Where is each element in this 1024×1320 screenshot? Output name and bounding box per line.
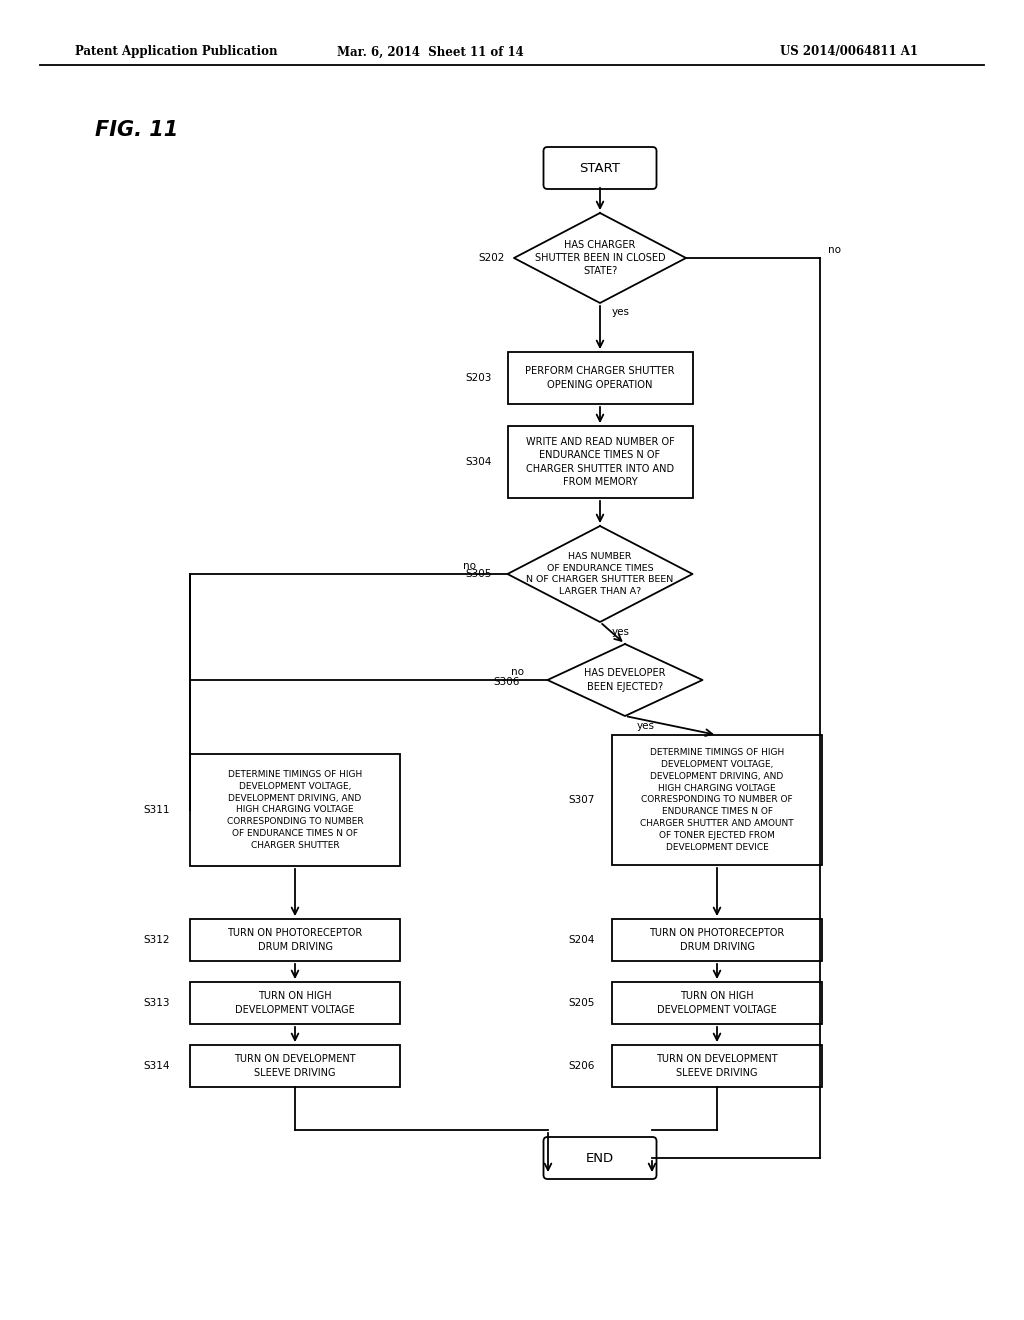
Text: S312: S312 xyxy=(143,935,170,945)
Text: S314: S314 xyxy=(143,1061,170,1071)
Text: S304: S304 xyxy=(466,457,492,467)
Text: yes: yes xyxy=(612,627,630,638)
Text: S306: S306 xyxy=(494,677,520,686)
Bar xyxy=(508,426,692,498)
Text: S311: S311 xyxy=(143,805,170,814)
Bar xyxy=(612,1045,822,1086)
Text: S202: S202 xyxy=(478,253,505,263)
Text: HAS DEVELOPER
BEEN EJECTED?: HAS DEVELOPER BEEN EJECTED? xyxy=(585,668,666,692)
Text: TURN ON DEVELOPMENT
SLEEVE DRIVING: TURN ON DEVELOPMENT SLEEVE DRIVING xyxy=(656,1055,778,1077)
Text: DETERMINE TIMINGS OF HIGH
DEVELOPMENT VOLTAGE,
DEVELOPMENT DRIVING, AND
HIGH CHA: DETERMINE TIMINGS OF HIGH DEVELOPMENT VO… xyxy=(640,748,794,851)
Text: TURN ON PHOTORECEPTOR
DRUM DRIVING: TURN ON PHOTORECEPTOR DRUM DRIVING xyxy=(649,928,784,952)
Text: Mar. 6, 2014  Sheet 11 of 14: Mar. 6, 2014 Sheet 11 of 14 xyxy=(337,45,523,58)
FancyBboxPatch shape xyxy=(544,147,656,189)
Bar xyxy=(190,982,400,1024)
Text: FIG. 11: FIG. 11 xyxy=(95,120,178,140)
Text: no: no xyxy=(464,561,476,572)
Text: DETERMINE TIMINGS OF HIGH
DEVELOPMENT VOLTAGE,
DEVELOPMENT DRIVING, AND
HIGH CHA: DETERMINE TIMINGS OF HIGH DEVELOPMENT VO… xyxy=(226,770,364,850)
Text: TURN ON PHOTORECEPTOR
DRUM DRIVING: TURN ON PHOTORECEPTOR DRUM DRIVING xyxy=(227,928,362,952)
Text: yes: yes xyxy=(612,308,630,317)
Text: HAS NUMBER
OF ENDURANCE TIMES
N OF CHARGER SHUTTER BEEN
LARGER THAN A?: HAS NUMBER OF ENDURANCE TIMES N OF CHARG… xyxy=(526,552,674,597)
Text: TURN ON DEVELOPMENT
SLEEVE DRIVING: TURN ON DEVELOPMENT SLEEVE DRIVING xyxy=(234,1055,355,1077)
Text: US 2014/0064811 A1: US 2014/0064811 A1 xyxy=(780,45,918,58)
Text: no: no xyxy=(828,246,841,255)
Bar xyxy=(612,919,822,961)
Text: PERFORM CHARGER SHUTTER
OPENING OPERATION: PERFORM CHARGER SHUTTER OPENING OPERATIO… xyxy=(525,367,675,389)
Text: TURN ON HIGH
DEVELOPMENT VOLTAGE: TURN ON HIGH DEVELOPMENT VOLTAGE xyxy=(236,991,355,1015)
Bar xyxy=(190,754,400,866)
Polygon shape xyxy=(548,644,702,715)
Text: S305: S305 xyxy=(466,569,492,579)
Text: END: END xyxy=(586,1151,614,1164)
Bar xyxy=(508,352,692,404)
Text: yes: yes xyxy=(637,721,655,731)
Polygon shape xyxy=(514,213,686,304)
Text: WRITE AND READ NUMBER OF
ENDURANCE TIMES N OF
CHARGER SHUTTER INTO AND
FROM MEMO: WRITE AND READ NUMBER OF ENDURANCE TIMES… xyxy=(525,437,675,487)
Text: S206: S206 xyxy=(568,1061,595,1071)
Text: TURN ON HIGH
DEVELOPMENT VOLTAGE: TURN ON HIGH DEVELOPMENT VOLTAGE xyxy=(657,991,777,1015)
Text: START: START xyxy=(580,161,621,174)
Bar xyxy=(190,919,400,961)
Bar xyxy=(190,1045,400,1086)
FancyBboxPatch shape xyxy=(544,1137,656,1179)
Text: S203: S203 xyxy=(466,374,492,383)
Text: S204: S204 xyxy=(568,935,595,945)
Text: S205: S205 xyxy=(568,998,595,1008)
Text: HAS CHARGER
SHUTTER BEEN IN CLOSED
STATE?: HAS CHARGER SHUTTER BEEN IN CLOSED STATE… xyxy=(535,240,666,276)
Text: S313: S313 xyxy=(143,998,170,1008)
Text: Patent Application Publication: Patent Application Publication xyxy=(75,45,278,58)
Bar xyxy=(612,982,822,1024)
Bar xyxy=(612,735,822,865)
Text: S307: S307 xyxy=(568,795,595,805)
Text: no: no xyxy=(511,667,523,677)
Polygon shape xyxy=(508,525,692,622)
